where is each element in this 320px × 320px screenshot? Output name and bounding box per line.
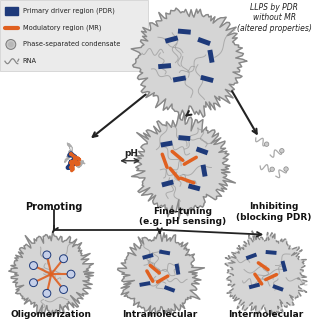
Bar — [160, 140, 173, 148]
Bar — [158, 63, 171, 69]
Bar — [266, 250, 277, 255]
Bar — [246, 253, 257, 260]
Bar — [200, 75, 214, 83]
Polygon shape — [225, 231, 307, 317]
Bar — [165, 36, 178, 44]
Text: Primary driver region (PDR): Primary driver region (PDR) — [23, 8, 115, 14]
Text: LLPS by PDR
without MR
(altered properties): LLPS by PDR without MR (altered properti… — [236, 3, 311, 33]
Bar — [161, 180, 174, 187]
Polygon shape — [132, 113, 236, 219]
Bar — [201, 164, 207, 177]
Text: Oligomerization: Oligomerization — [11, 310, 92, 319]
Bar — [142, 253, 154, 260]
Circle shape — [270, 167, 274, 172]
Text: Phase-separated condensate: Phase-separated condensate — [23, 42, 120, 47]
Circle shape — [6, 39, 16, 49]
Bar — [174, 264, 180, 275]
Circle shape — [67, 270, 75, 278]
Bar — [197, 37, 211, 46]
Text: Fine-tuning
(e.g. pH sensing): Fine-tuning (e.g. pH sensing) — [139, 207, 226, 227]
Circle shape — [8, 42, 14, 47]
Text: Intramolecular: Intramolecular — [122, 310, 197, 319]
Circle shape — [43, 251, 51, 259]
Bar — [5, 7, 18, 15]
Text: Modulatory region (MR): Modulatory region (MR) — [23, 24, 101, 31]
Bar — [159, 250, 170, 255]
Bar — [178, 135, 190, 141]
Bar — [249, 283, 260, 289]
Polygon shape — [118, 229, 204, 318]
Bar — [139, 281, 151, 287]
Bar — [178, 28, 191, 35]
Polygon shape — [9, 231, 94, 317]
Circle shape — [43, 289, 51, 297]
Bar — [272, 284, 284, 292]
Bar — [196, 147, 209, 155]
Bar — [173, 76, 186, 83]
Text: Inhibiting
(blocking PDR): Inhibiting (blocking PDR) — [236, 202, 312, 221]
Bar — [188, 183, 201, 191]
Polygon shape — [131, 8, 247, 120]
Bar — [164, 285, 175, 292]
Text: pH: pH — [124, 149, 138, 158]
FancyBboxPatch shape — [0, 0, 148, 71]
Circle shape — [264, 142, 269, 146]
Circle shape — [29, 262, 37, 269]
Circle shape — [29, 279, 37, 287]
Text: Promoting: Promoting — [26, 202, 83, 212]
Text: RNA: RNA — [23, 58, 37, 64]
Bar — [281, 260, 287, 272]
Text: Intermolecular: Intermolecular — [228, 310, 304, 319]
Circle shape — [280, 148, 284, 153]
Circle shape — [60, 255, 68, 263]
Bar — [207, 50, 214, 63]
Circle shape — [284, 167, 288, 171]
Circle shape — [60, 286, 68, 293]
